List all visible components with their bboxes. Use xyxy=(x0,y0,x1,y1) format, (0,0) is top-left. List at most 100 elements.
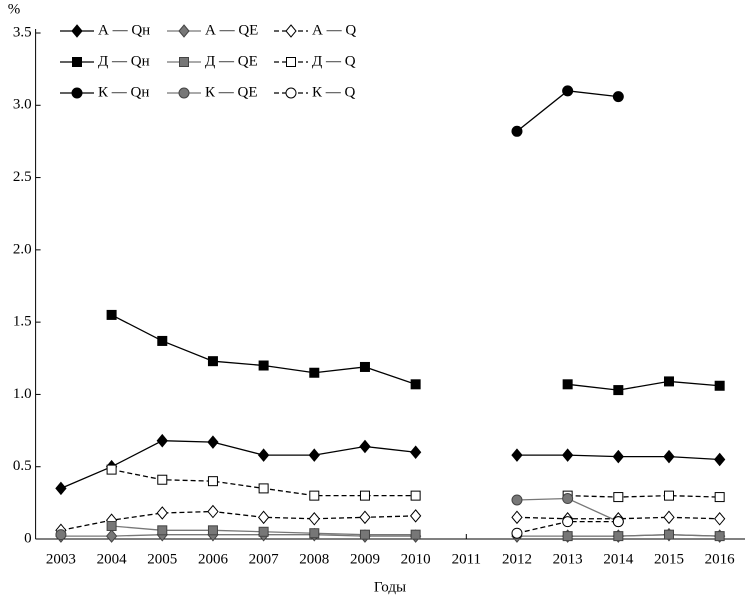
y-tick-label: 3.5 xyxy=(13,24,32,40)
x-tick-label: 2009 xyxy=(350,551,380,567)
marker xyxy=(55,481,67,496)
marker xyxy=(511,125,523,137)
x-tick-label: 2010 xyxy=(401,551,431,567)
marker xyxy=(55,529,67,541)
marker xyxy=(309,367,320,378)
marker xyxy=(714,531,725,542)
marker xyxy=(207,525,218,536)
legend-marker xyxy=(178,24,190,38)
marker xyxy=(309,490,320,501)
marker xyxy=(207,504,219,519)
x-tick-label: 2013 xyxy=(553,551,583,567)
marker xyxy=(511,510,523,525)
marker xyxy=(561,448,574,462)
marker xyxy=(207,476,218,487)
marker xyxy=(359,510,371,525)
marker xyxy=(511,448,523,462)
marker xyxy=(613,531,624,542)
marker xyxy=(156,506,168,520)
marker xyxy=(663,529,674,540)
marker xyxy=(105,529,118,543)
marker xyxy=(511,527,523,539)
x-axis-label: Годы xyxy=(374,579,406,595)
marker xyxy=(663,510,675,525)
legend-label: Д — QE xyxy=(205,53,258,69)
y-axis-label: % xyxy=(8,1,21,17)
legend-marker xyxy=(71,24,83,38)
marker xyxy=(257,448,270,462)
x-tick-label: 2012 xyxy=(502,551,532,567)
marker xyxy=(409,445,422,460)
legend-marker xyxy=(178,87,190,99)
marker xyxy=(156,433,168,448)
marker xyxy=(410,379,421,390)
marker xyxy=(157,474,168,485)
marker xyxy=(663,490,674,501)
marker xyxy=(106,520,117,531)
marker xyxy=(511,494,523,506)
marker xyxy=(410,529,421,540)
x-tick-label: 2003 xyxy=(46,551,76,567)
y-tick-label: 0 xyxy=(24,530,32,546)
marker xyxy=(157,525,168,536)
marker xyxy=(257,510,270,525)
marker xyxy=(714,492,725,503)
x-tick-label: 2014 xyxy=(603,551,634,567)
x-tick-label: 2007 xyxy=(249,551,280,567)
y-tick-label: 2.0 xyxy=(13,241,32,257)
y-tick-label: 2.5 xyxy=(13,169,32,185)
legend-label: Д — Qн xyxy=(98,53,150,69)
marker xyxy=(714,452,726,467)
marker xyxy=(562,516,574,528)
marker xyxy=(663,449,675,464)
x-tick-label: 2011 xyxy=(452,551,481,567)
marker xyxy=(613,492,624,503)
legend-label: А — Qн xyxy=(98,22,150,38)
marker xyxy=(207,356,218,367)
x-tick-label: 2016 xyxy=(705,551,736,567)
marker xyxy=(309,528,320,539)
x-tick-label: 2006 xyxy=(198,551,229,567)
y-tick-label: 0.5 xyxy=(13,458,32,474)
marker xyxy=(207,435,219,449)
series-line xyxy=(516,90,619,132)
marker xyxy=(714,380,725,391)
marker xyxy=(562,379,573,390)
marker xyxy=(359,361,370,372)
series-line xyxy=(60,510,720,531)
legend-marker xyxy=(72,57,82,67)
marker xyxy=(410,490,421,501)
legend-label: К — Qн xyxy=(98,84,149,100)
marker xyxy=(612,91,624,103)
legend-label: К — QE xyxy=(205,84,258,100)
marker xyxy=(308,511,320,526)
marker xyxy=(359,439,371,454)
marker xyxy=(106,309,117,320)
legend-label: Д — Q xyxy=(312,53,356,69)
legend-marker xyxy=(286,57,296,67)
legend-label: К — Q xyxy=(312,84,356,100)
marker xyxy=(562,531,573,542)
marker xyxy=(359,490,370,501)
marker xyxy=(409,509,422,523)
marker xyxy=(562,85,574,97)
marker xyxy=(258,360,269,371)
marker xyxy=(106,464,117,475)
legend-marker xyxy=(179,57,189,67)
legend-marker xyxy=(285,24,297,38)
marker xyxy=(613,385,624,396)
marker xyxy=(612,516,624,528)
marker xyxy=(157,335,168,346)
marker xyxy=(359,529,370,540)
marker xyxy=(663,376,674,387)
marker xyxy=(612,449,624,464)
y-tick-label: 1.0 xyxy=(13,386,32,402)
x-tick-label: 2008 xyxy=(299,551,329,567)
x-tick-label: 2015 xyxy=(654,551,684,567)
marker xyxy=(258,526,269,537)
legend-label: А — QE xyxy=(205,22,258,38)
y-tick-label: 3.0 xyxy=(13,97,32,113)
marker xyxy=(714,511,726,526)
